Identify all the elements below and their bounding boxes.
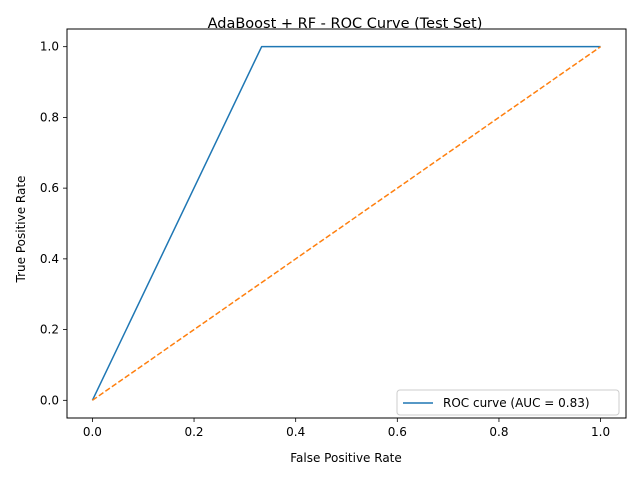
y-tick-label: 0.6: [40, 181, 59, 195]
x-tick-label: 0.8: [489, 425, 508, 439]
y-tick-label: 0.0: [40, 393, 59, 407]
plot-lines: [91, 45, 602, 401]
y-tick-label: 0.8: [40, 110, 59, 124]
y-tick-label: 1.0: [40, 40, 59, 54]
x-tick-label: 0.4: [286, 425, 305, 439]
series-line-chance: [91, 46, 602, 401]
plot-frame: [66, 28, 627, 419]
legend: ROC curve (AUC = 0.83): [396, 389, 620, 416]
x-axis-label: False Positive Rate: [290, 451, 402, 465]
y-axis-label: True Positive Rate: [14, 176, 28, 284]
chart-title: AdaBoost + RF - ROC Curve (Test Set): [208, 16, 483, 32]
y-tick-label: 0.4: [40, 252, 59, 266]
x-tick-label: 0.6: [388, 425, 407, 439]
y-axis: 0.0 0.2 0.4 0.6 0.8 1.0: [40, 40, 67, 407]
x-tick-label: 1.0: [591, 425, 610, 439]
legend-box: [396, 389, 620, 416]
x-tick-label: 0.0: [83, 425, 102, 439]
x-axis: 0.0 0.2 0.4 0.6 0.8 1.0: [83, 418, 610, 439]
x-tick-label: 0.2: [184, 425, 203, 439]
series-line-roc: [91, 45, 601, 401]
y-tick-label: 0.2: [40, 323, 59, 337]
legend-label-roc: ROC curve (AUC = 0.83): [443, 396, 590, 410]
